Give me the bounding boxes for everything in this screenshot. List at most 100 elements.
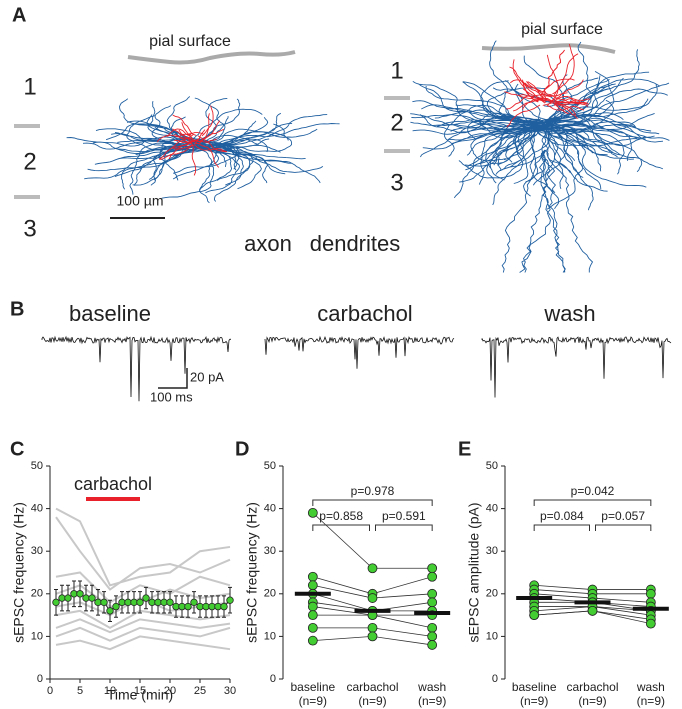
y-tick-label: 0	[270, 673, 276, 685]
layer-label: 2	[23, 148, 36, 175]
subject-point	[427, 597, 438, 608]
y-tick-label: 10	[486, 630, 498, 642]
panel-label: B	[10, 298, 24, 320]
subject-point	[427, 588, 438, 599]
layer-label: 1	[390, 57, 403, 84]
y-tick-label: 20	[486, 588, 498, 600]
layer-borders	[14, 96, 410, 199]
neurons	[66, 40, 670, 273]
mean-point	[112, 602, 120, 611]
y-tick-label: 0	[37, 673, 43, 685]
axon	[66, 96, 340, 204]
scale-label: 20 pA	[190, 369, 224, 384]
charts: C 0 5 10 15 20 25 30 carbachol Time (min) 0 10 20 30 4…	[10, 438, 669, 708]
traces	[41, 335, 672, 402]
cell-line	[55, 516, 231, 591]
bracket	[595, 524, 652, 531]
p-value: p=0.978	[351, 484, 395, 498]
y-tick-label: 40	[264, 503, 276, 515]
subject-point	[367, 622, 378, 633]
subject-point	[427, 622, 438, 633]
dendrites	[156, 105, 228, 176]
subject-point	[427, 571, 438, 582]
cell-line	[55, 571, 231, 604]
subject-point	[307, 601, 318, 612]
condition-label: wash	[543, 301, 595, 326]
x-tick-label: baseline	[512, 680, 557, 694]
subject-point	[427, 563, 438, 574]
panel-label: C	[10, 438, 24, 460]
x-tick-label: carbachol	[346, 680, 398, 694]
p-value: p=0.084	[540, 509, 584, 523]
axon	[492, 79, 610, 144]
y-axis-label: sEPSC frequency (Hz)	[244, 502, 260, 643]
subject-point	[307, 507, 318, 518]
n-label: (n=9)	[520, 694, 548, 708]
axon	[501, 149, 594, 273]
y-tick-label: 20	[264, 588, 276, 600]
p-value: p=0.858	[319, 509, 363, 523]
mean-point	[184, 602, 192, 611]
subject-point	[307, 622, 318, 633]
subject-point	[645, 588, 656, 599]
panel-label: A	[12, 4, 26, 26]
n-label: (n=9)	[358, 694, 386, 708]
mean-point	[142, 594, 150, 602]
y-tick-label: 40	[31, 503, 43, 515]
scale-bar	[158, 368, 188, 389]
mean-point	[52, 598, 60, 607]
mean-point	[100, 598, 108, 607]
pial-surface	[481, 43, 616, 54]
layer-label: 3	[23, 215, 36, 242]
trace	[481, 336, 672, 398]
p-value: p=0.042	[571, 484, 615, 498]
axon	[410, 40, 670, 211]
mean-point	[106, 607, 114, 615]
x-tick-label: carbachol	[566, 680, 618, 694]
y-tick-label: 30	[486, 545, 498, 557]
mean-point	[88, 594, 96, 602]
subject-point	[307, 580, 318, 591]
bracket	[312, 524, 370, 531]
y-tick-label: 40	[486, 503, 498, 515]
x-tick-label: 0	[47, 685, 53, 697]
subject-point	[367, 631, 378, 642]
layer-label: 1	[23, 73, 36, 100]
cell-line	[55, 507, 231, 587]
pial-surface	[127, 50, 296, 65]
bracket	[375, 524, 433, 531]
x-tick-label: baseline	[290, 680, 335, 694]
n-label: (n=9)	[578, 694, 606, 708]
mean-point	[76, 590, 84, 598]
dendrites	[543, 49, 566, 101]
y-tick-label: 20	[31, 588, 43, 600]
x-tick-label: 15	[134, 685, 146, 697]
mean-point	[190, 598, 198, 607]
n-label: (n=9)	[299, 694, 327, 708]
y-tick-label: 0	[492, 673, 498, 685]
x-axis-label: Time (min)	[107, 687, 173, 703]
y-tick-label: 10	[264, 630, 276, 642]
mean-point	[64, 594, 72, 602]
n-label: (n=9)	[418, 694, 446, 708]
dendrites	[504, 43, 590, 128]
subject-point	[427, 631, 438, 642]
subject-point	[307, 635, 318, 646]
panel-label: D	[235, 438, 249, 460]
bracket	[312, 499, 433, 506]
scale-label: 100 µm	[117, 193, 164, 209]
y-tick-label: 50	[31, 460, 43, 472]
mean-point	[226, 596, 234, 604]
p-value: p=0.591	[382, 509, 426, 523]
y-axis-label: sEPSC amplitude (pA)	[466, 502, 482, 642]
y-tick-label: 10	[31, 630, 43, 642]
mean-point	[166, 598, 174, 607]
subject-point	[529, 610, 540, 620]
scale-label: 100 ms	[150, 389, 193, 404]
pial-label: pial surface	[521, 21, 603, 38]
subject-point	[367, 593, 378, 603]
cell-line	[55, 618, 231, 634]
bracket	[533, 524, 590, 531]
cell-line	[55, 626, 231, 642]
